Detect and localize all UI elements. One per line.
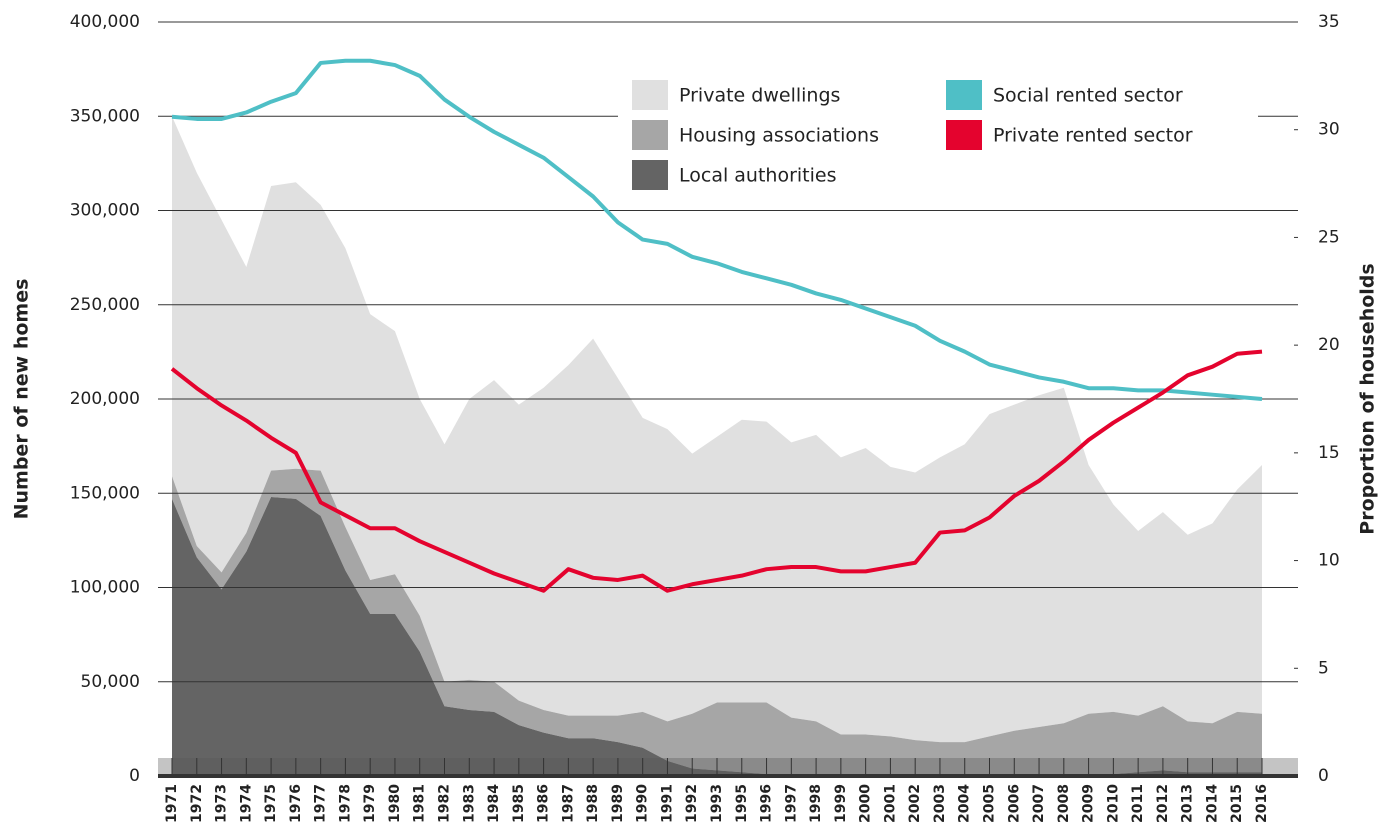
x-tick-label: 1971 [164,784,180,823]
x-tick-label: 1998 [808,784,824,823]
x-tick-label: 2013 [1180,784,1196,823]
y-tick-label: 300,000 [70,201,140,221]
x-tick-label: 1974 [238,784,254,823]
x-tick-label: 1991 [659,784,675,823]
x-tick-label: 2006 [1006,784,1022,823]
x-tick-label: 1977 [313,784,329,823]
y2-tick-label: 10 [1318,551,1340,571]
line [171,58,1263,401]
x-tick-label: 2009 [1081,784,1097,823]
legend-label: Social rented sector [993,85,1183,107]
x-tick-label: 1996 [759,784,775,823]
x-tick-label: 1986 [536,784,552,823]
x-tick-label: 2004 [957,784,973,823]
x-tick-label: 2012 [1155,784,1171,823]
x-tick-label: 2003 [932,784,948,823]
x-tick-label: 2005 [982,784,998,823]
y-tick-label: 50,000 [81,672,140,692]
x-tick-label: 2008 [1056,784,1072,823]
x-tick-label: 1978 [337,784,353,823]
line [170,349,1263,593]
x-tick-label: 2011 [1130,784,1146,823]
area [172,497,1262,776]
y-tick-label: 0 [129,766,140,786]
x-tick-label: 1990 [635,784,651,823]
y2-axis-label: Proportion of households [1357,263,1379,534]
x-tick-label: 1995 [734,784,750,823]
x-tick-label: 1972 [189,784,205,823]
y2-tick-label: 20 [1318,335,1340,355]
x-tick-label: 2000 [858,784,874,823]
legend-label: Local authorities [679,165,837,187]
x-tick-label: 1983 [461,784,477,823]
legend-swatch [946,80,982,110]
y2-tick-label: 25 [1318,227,1340,247]
y-axis-label: Number of new homes [11,279,33,520]
x-tick-label: 1985 [511,784,527,823]
x-tick-label: 1982 [437,784,453,823]
y2-tick-label: 5 [1318,658,1329,678]
x-tick-label: 1993 [709,784,725,823]
x-tick-label: 1989 [610,784,626,823]
legend-background [618,74,1258,194]
legend-swatch [946,120,982,150]
x-tick-label: 1979 [362,784,378,823]
area [172,116,1262,743]
x-tick-label: 1976 [288,784,304,823]
y2-tick-label: 35 [1318,12,1340,32]
y-tick-label: 100,000 [70,578,140,598]
legend-swatch [632,160,668,190]
x-tick-label: 1992 [684,784,700,823]
x-tick-label: 2002 [907,784,923,823]
x-tick-label: 2010 [1105,784,1121,823]
x-tick-label: 1981 [412,784,428,823]
y-tick-label: 150,000 [70,483,140,503]
y-tick-label: 200,000 [70,389,140,409]
y-tick-label: 350,000 [70,106,140,126]
legend-swatch [632,120,668,150]
area [172,468,1262,776]
x-tick-label: 2016 [1254,784,1270,823]
legend-label: Private dwellings [679,85,840,107]
x-tick-label: 2001 [882,784,898,823]
legend-label: Housing associations [679,125,879,147]
y2-tick-label: 15 [1318,443,1340,463]
legend-label: Private rented sector [993,125,1193,147]
x-tick-label: 2015 [1229,784,1245,823]
x-tick-label: 1988 [585,784,601,823]
x-tick-label: 1984 [486,784,502,823]
x-tick-label: 1975 [263,784,279,823]
x-tick-label: 1973 [214,784,230,823]
y-tick-label: 400,000 [70,12,140,32]
y2-tick-label: 0 [1318,766,1329,786]
x-tick-label: 1987 [560,784,576,823]
legend-swatch [632,80,668,110]
x-axis-band [158,758,1298,776]
x-tick-label: 1980 [387,784,403,823]
y2-tick-label: 30 [1318,120,1340,140]
x-tick-label: 2007 [1031,784,1047,823]
x-tick-label: 1997 [783,784,799,823]
x-tick-label: 1999 [833,784,849,823]
y-tick-label: 250,000 [70,295,140,315]
x-tick-label: 2014 [1204,784,1220,823]
